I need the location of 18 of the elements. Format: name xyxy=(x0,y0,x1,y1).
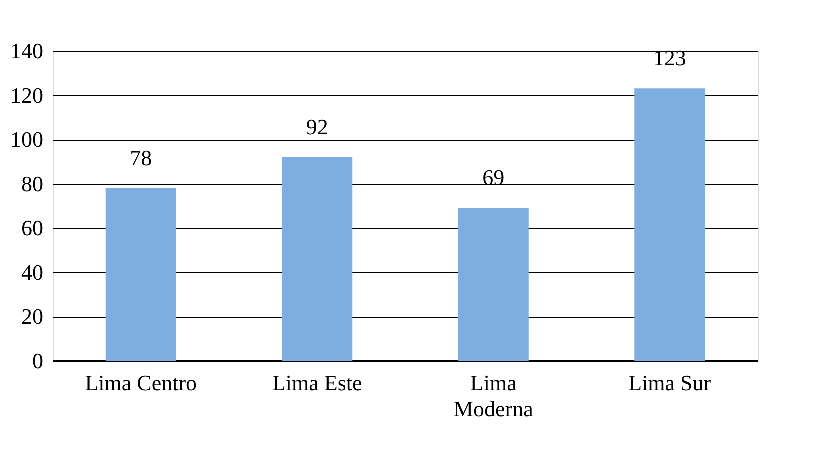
y-tick-label: 60 xyxy=(22,216,44,241)
y-tick-label: 100 xyxy=(10,127,44,152)
bar xyxy=(458,208,529,361)
bar xyxy=(282,157,353,361)
y-tick-label: 20 xyxy=(22,304,44,330)
bar xyxy=(634,88,706,361)
x-tick-label: Lima Centro xyxy=(85,370,198,396)
y-tick-label: 120 xyxy=(10,82,44,108)
x-tick-label: Lima Moderna xyxy=(454,370,534,422)
y-tick-label: 40 xyxy=(22,260,44,285)
y-tick-label: 80 xyxy=(22,171,44,196)
data-label: 92 xyxy=(306,114,328,140)
y-tick-label: 140 xyxy=(10,38,44,64)
x-tick-label: Lima Este xyxy=(272,370,362,396)
y-tick-label: 0 xyxy=(32,348,44,374)
bar xyxy=(106,188,176,361)
data-label: 78 xyxy=(130,145,152,170)
x-tick-label: Lima Sur xyxy=(628,370,712,396)
